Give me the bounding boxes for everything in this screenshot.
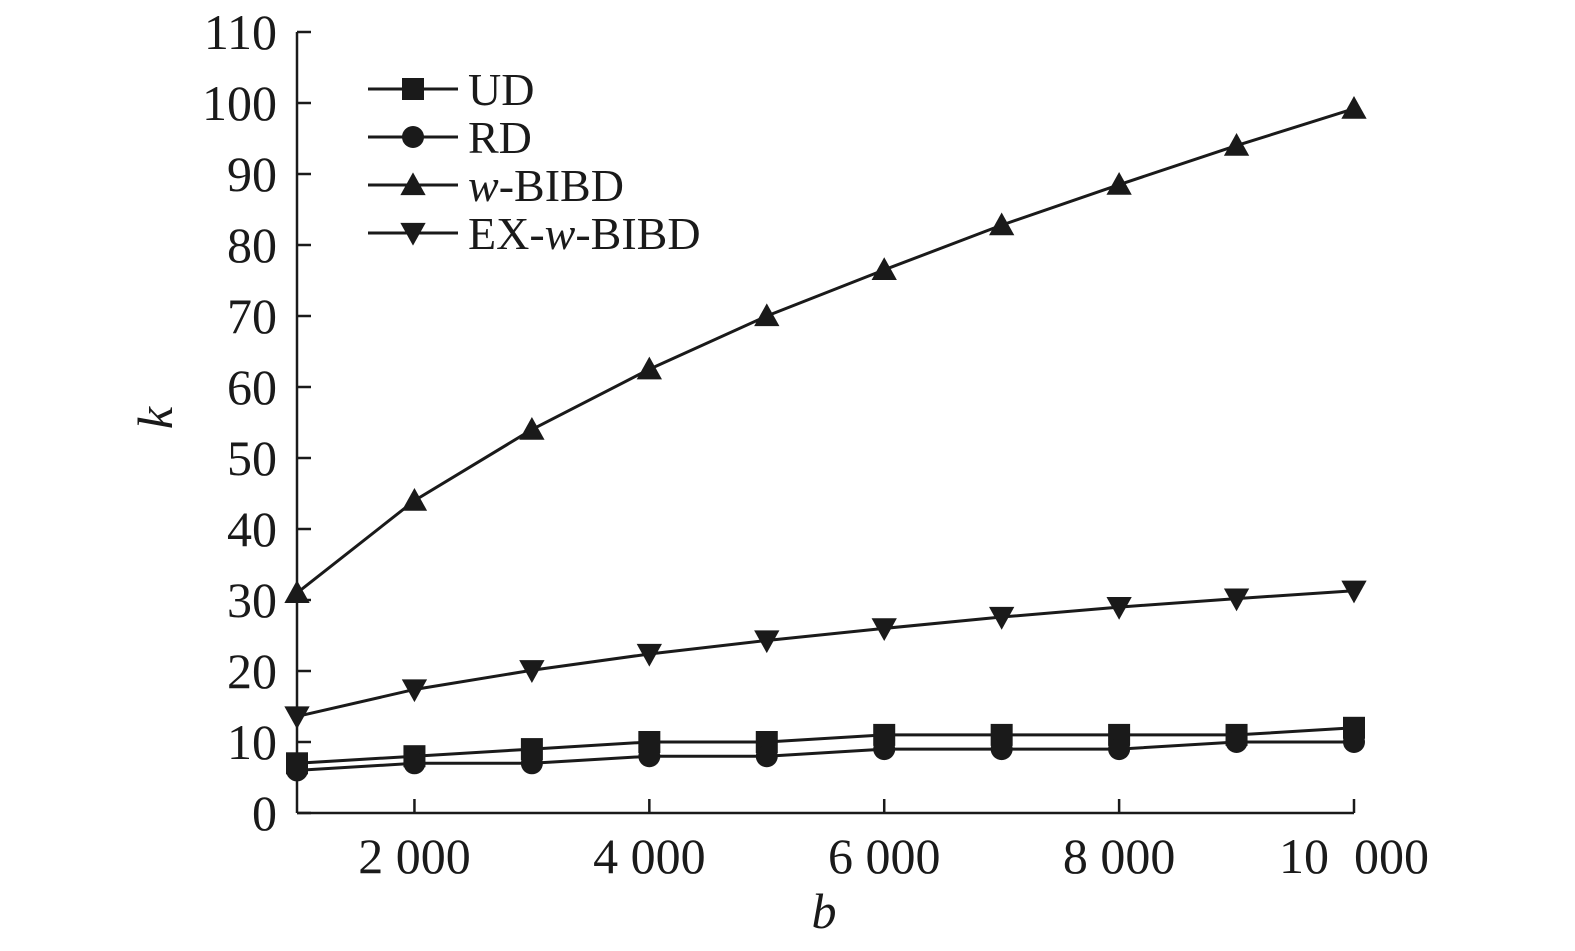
x-axis-title: b xyxy=(812,883,837,939)
y-axis-ticks: 0 10 20 30 40 50 60 70 80 90 100 110 xyxy=(202,4,311,841)
data-point xyxy=(754,303,780,327)
data-point xyxy=(638,745,661,768)
series-line xyxy=(296,726,1355,765)
data-point xyxy=(519,416,545,440)
x-tick-label: 6 000 xyxy=(828,828,941,884)
data-point xyxy=(871,618,897,642)
data-point xyxy=(873,738,896,761)
y-tick-label: 70 xyxy=(227,288,277,344)
legend-marker xyxy=(402,126,424,148)
legend-item: UD xyxy=(368,64,534,115)
legend-label: RD xyxy=(468,112,532,163)
y-tick-label: 110 xyxy=(204,4,277,60)
axes xyxy=(295,32,1354,815)
series-rd xyxy=(286,731,1365,782)
legend-item: RD xyxy=(368,112,532,163)
data-point xyxy=(1341,580,1367,604)
y-axis-title: k xyxy=(127,406,183,429)
x-tick-label: 8 000 xyxy=(1063,828,1176,884)
data-point xyxy=(636,356,662,380)
data-point xyxy=(1223,132,1250,156)
data-point xyxy=(284,706,310,730)
data-point xyxy=(403,752,426,775)
y-tick-label: 20 xyxy=(227,643,277,699)
data-point xyxy=(401,487,428,511)
y-tick-label: 0 xyxy=(252,785,277,841)
data-point xyxy=(1108,738,1131,761)
legend-label: EX-w-BIBD xyxy=(468,208,701,259)
x-tick-label: 10 000 xyxy=(1279,828,1429,884)
series-line xyxy=(296,740,1354,772)
x-tick-label: 2 000 xyxy=(358,828,471,884)
y-tick-label: 90 xyxy=(227,146,277,202)
y-tick-label: 30 xyxy=(227,572,277,628)
data-point xyxy=(401,679,428,703)
data-point xyxy=(636,643,662,667)
legend-marker xyxy=(402,78,424,100)
data-point xyxy=(989,606,1015,630)
series-w-bibd xyxy=(284,96,1367,604)
data-point xyxy=(286,759,308,782)
legend-marker xyxy=(400,172,426,196)
series-ex-w-bibd xyxy=(284,580,1367,730)
legend-label: UD xyxy=(468,64,534,115)
series-group xyxy=(284,96,1367,782)
data-point xyxy=(1343,731,1365,753)
data-point xyxy=(520,752,543,775)
series-line xyxy=(296,589,1355,718)
y-tick-label: 100 xyxy=(202,75,277,131)
data-point xyxy=(755,745,778,768)
y-tick-label: 80 xyxy=(227,217,277,273)
y-tick-label: 60 xyxy=(227,359,277,415)
data-point xyxy=(754,630,780,654)
data-point xyxy=(1106,596,1132,620)
y-tick-label: 10 xyxy=(227,714,277,770)
legend-item: w-BIBD xyxy=(368,160,624,211)
data-point xyxy=(1225,731,1248,753)
data-point xyxy=(871,257,897,280)
data-point xyxy=(1223,588,1250,612)
data-point xyxy=(519,660,545,683)
data-point xyxy=(1106,172,1132,195)
legend-label: w-BIBD xyxy=(468,160,624,211)
x-axis-ticks: 2 000 4 000 6 000 8 000 10 000 xyxy=(358,799,1429,884)
data-point xyxy=(989,212,1015,236)
series-line xyxy=(296,107,1355,595)
series-ud xyxy=(286,716,1365,775)
data-point xyxy=(284,580,310,604)
data-point xyxy=(1341,96,1367,119)
data-point xyxy=(990,738,1013,761)
x-tick-label: 4 000 xyxy=(593,828,706,884)
y-tick-label: 40 xyxy=(227,501,277,557)
y-tick-label: 50 xyxy=(227,430,277,486)
legend-item: EX-w-BIBD xyxy=(368,208,701,259)
legend-marker xyxy=(400,222,426,246)
